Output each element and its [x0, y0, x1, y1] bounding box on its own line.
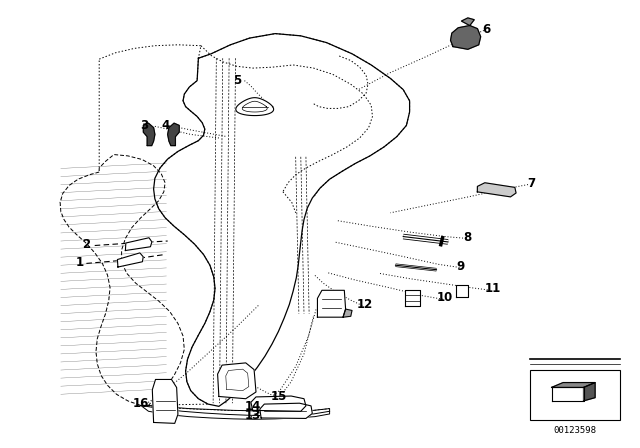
Polygon shape	[456, 285, 468, 297]
Text: 5: 5	[233, 74, 241, 87]
Text: 1: 1	[76, 255, 84, 269]
Polygon shape	[317, 290, 346, 317]
Text: 4: 4	[161, 119, 169, 132]
Polygon shape	[251, 396, 306, 411]
Polygon shape	[236, 98, 274, 116]
Polygon shape	[552, 383, 595, 388]
Polygon shape	[125, 238, 152, 250]
Polygon shape	[218, 363, 256, 399]
Text: 13: 13	[244, 409, 261, 422]
Text: 7: 7	[527, 177, 535, 190]
Text: 11: 11	[484, 282, 501, 296]
Polygon shape	[117, 253, 143, 267]
Text: 00123598: 00123598	[553, 426, 596, 435]
Text: 16: 16	[132, 396, 149, 410]
Text: 8: 8	[463, 231, 471, 244]
Polygon shape	[584, 383, 595, 401]
Text: 9: 9	[457, 260, 465, 273]
Text: 10: 10	[436, 291, 453, 305]
Polygon shape	[461, 18, 474, 26]
Polygon shape	[141, 405, 330, 419]
Text: 2: 2	[83, 237, 90, 251]
Polygon shape	[343, 309, 352, 317]
Polygon shape	[168, 123, 179, 146]
Polygon shape	[451, 26, 481, 49]
Polygon shape	[477, 183, 516, 197]
Text: 14: 14	[244, 400, 261, 414]
Polygon shape	[152, 379, 178, 423]
Text: 15: 15	[270, 390, 287, 403]
Bar	[530, 370, 620, 420]
Text: 12: 12	[356, 298, 373, 311]
Polygon shape	[143, 123, 155, 146]
Polygon shape	[154, 34, 410, 406]
Polygon shape	[60, 155, 184, 405]
Text: 3: 3	[140, 119, 148, 132]
Polygon shape	[405, 290, 420, 306]
Polygon shape	[260, 403, 312, 418]
Polygon shape	[552, 388, 584, 401]
Text: 6: 6	[483, 22, 490, 36]
